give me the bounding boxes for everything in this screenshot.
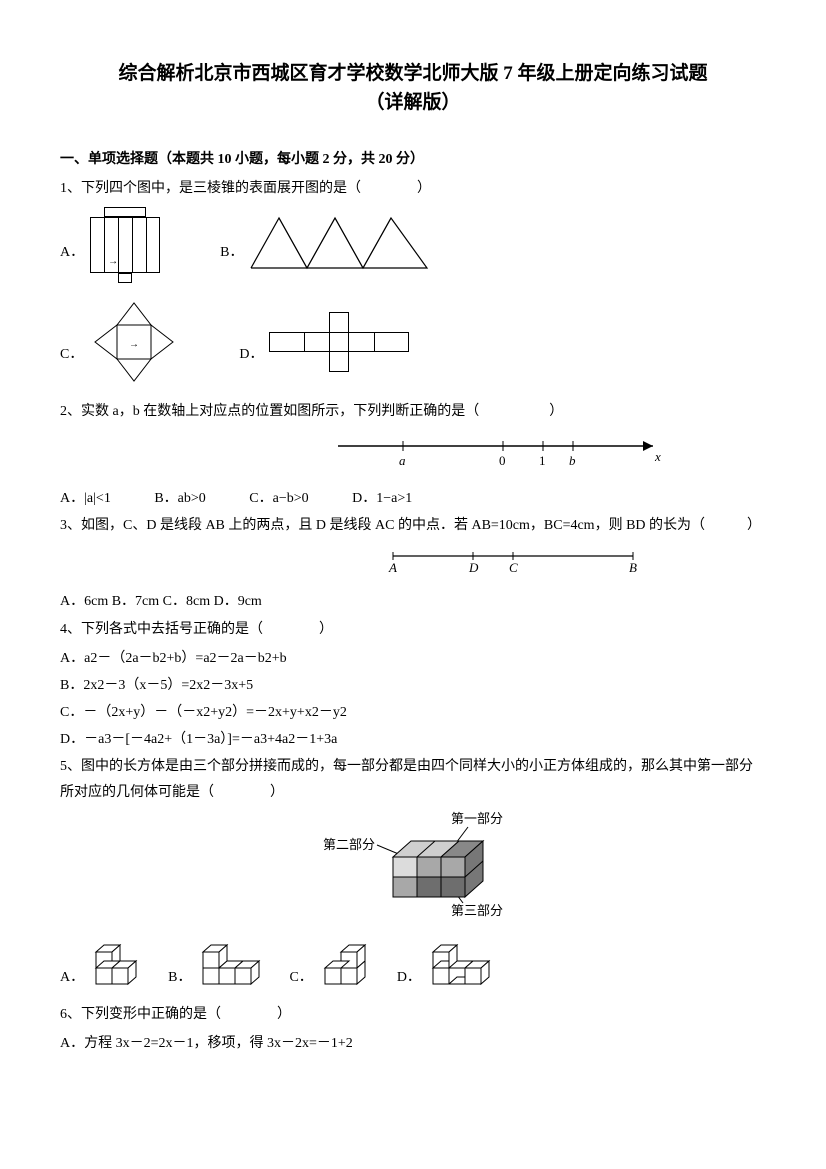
q5-label-a: A． (60, 965, 84, 990)
q5-stem: 5、图中的长方体是由三个部分拼接而成的，每一部分都是由四个同样大小的小正方体组成… (60, 754, 766, 804)
section-1-header: 一、单项选择题（本题共 10 小题，每小题 2 分，共 20 分） (60, 147, 766, 172)
q3-options: A．6cm B．7cm C．8cm D．9cm (60, 589, 766, 614)
q5-label-d: D． (397, 965, 421, 990)
q1-figure-c: → (89, 297, 179, 387)
q4-opt-d: D．－a3－[－4a2+（1－3a）]=－a3+4a2－1+3a (60, 727, 766, 752)
q1-label-c: C． (60, 342, 83, 387)
q1-row-ab: A． → B． (60, 207, 766, 285)
title-line-2: （详解版） (60, 89, 766, 118)
q1-stem: 1、下列四个图中，是三棱锥的表面展开图的是（ ） (60, 176, 766, 201)
numline-b: b (569, 453, 576, 468)
q1-figure-b (249, 214, 429, 279)
q5-figure-a (90, 942, 150, 990)
q6-opt-a: A．方程 3x－2=2x－1，移项，得 3x－2x=－1+2 (60, 1031, 766, 1056)
numline-a: a (399, 453, 406, 468)
page-title: 综合解析北京市西城区育才学校数学北师大版 7 年级上册定向练习试题 （详解版） (60, 60, 766, 117)
q5-row: A． B． C． (60, 936, 766, 990)
numline-x: x (654, 449, 661, 464)
q2-opt-d: D．1−a>1 (352, 491, 412, 506)
q3-segment: A D C B (260, 544, 766, 583)
q1-figure-d (269, 312, 409, 372)
q1-figure-a: → (90, 207, 160, 285)
q5-main-figure: 第一部分 第二部分 第三部分 (60, 811, 766, 930)
q1-label-d: D． (239, 342, 263, 387)
q5-label-b: B． (168, 965, 191, 990)
q1-label-b: B． (220, 240, 243, 285)
q2-stem: 2、实数 a，b 在数轴上对应点的位置如图所示，下列判断正确的是（ ） (60, 399, 766, 424)
svg-text:A: A (388, 560, 397, 574)
q5-label-c: C． (289, 965, 312, 990)
q5-label-p2: 第二部分 (323, 837, 375, 852)
numline-one: 1 (539, 453, 546, 468)
q4-stem: 4、下列各式中去括号正确的是（ ） (60, 617, 766, 642)
q5-label-p3: 第三部分 (451, 903, 503, 918)
q1-row-cd: C． → D． (60, 297, 766, 387)
q5-label-p1: 第一部分 (451, 811, 503, 826)
q6-stem: 6、下列变形中正确的是（ ） (60, 1002, 766, 1027)
q2-options: A．|a|<1 B．ab>0 C．a−b>0 D．1−a>1 (60, 486, 766, 511)
q2-opt-b: B．ab>0 (154, 491, 205, 506)
q5-figure-c (319, 936, 379, 990)
svg-text:→: → (129, 339, 139, 350)
svg-text:C: C (509, 560, 518, 574)
numline-zero: 0 (499, 453, 506, 468)
q4-opt-c: C．－（2x+y）－（－x2+y2）=－2x+y+x2－y2 (60, 700, 766, 725)
title-line-1: 综合解析北京市西城区育才学校数学北师大版 7 年级上册定向练习试题 (60, 60, 766, 89)
q2-opt-a: A．|a|<1 (60, 491, 111, 506)
svg-text:B: B (629, 560, 637, 574)
q5-figure-b (197, 942, 271, 990)
q2-opt-c: C．a−b>0 (249, 491, 308, 506)
svg-text:D: D (468, 560, 479, 574)
q4-opt-a: A．a2－（2a－b2+b）=a2－2a－b2+b (60, 646, 766, 671)
q3-stem: 3、如图，C、D 是线段 AB 上的两点，且 D 是线段 AC 的中点．若 AB… (60, 513, 766, 538)
q4-opt-b: B．2x2－3（x－5）=2x2－3x+5 (60, 673, 766, 698)
q5-figure-d (427, 942, 501, 990)
q1-label-a: A． (60, 240, 84, 285)
q2-numberline: a 0 1 b x (240, 431, 766, 480)
